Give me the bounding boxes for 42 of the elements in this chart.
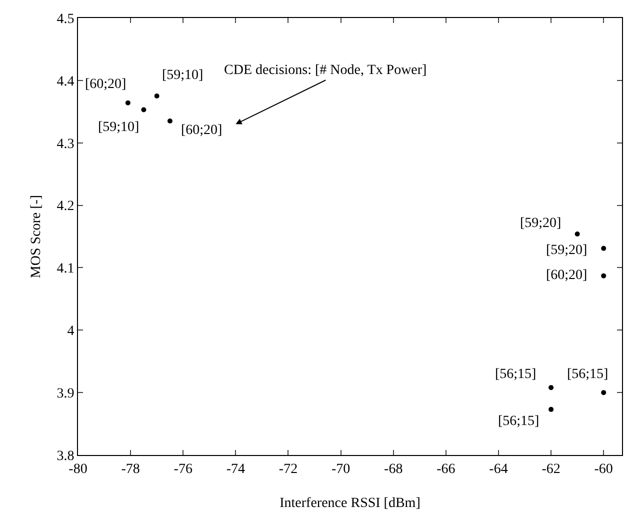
- annotation: [56;15]: [498, 414, 540, 429]
- annotation: [60;20]: [85, 77, 126, 92]
- point: [601, 246, 606, 251]
- x-tick-label: -68: [384, 462, 403, 477]
- y-tick-label: 4.5: [56, 12, 74, 27]
- y-tick-label: 4.2: [56, 199, 74, 214]
- y-tick-label: 4.3: [56, 136, 74, 152]
- point: [167, 118, 172, 124]
- x-tick-label: -80: [68, 462, 88, 477]
- x-axis-title: Interference RSSI [dBm]: [280, 496, 420, 511]
- point: [141, 107, 146, 112]
- y-tick-label: 3.8: [56, 448, 74, 464]
- annotation: CDE decisions: [# Node, Tx Power]: [224, 63, 427, 78]
- point: [125, 100, 130, 106]
- x-tick-label: -64: [489, 462, 508, 477]
- point: [601, 390, 606, 396]
- y-tick-label: 4.4: [56, 74, 74, 90]
- y-tick-label: 4.1: [56, 262, 74, 277]
- annotation: [59;20]: [546, 243, 588, 258]
- x-tick-label: -62: [542, 462, 560, 477]
- x-tick-label: -72: [278, 462, 298, 477]
- x-tick-label: -76: [174, 462, 192, 477]
- point: [548, 406, 554, 412]
- annotation: [60;20]: [181, 123, 222, 138]
- point: [601, 273, 606, 278]
- y-tick-label: 3.9: [56, 386, 74, 402]
- x-tick-label: -70: [331, 462, 350, 477]
- point: [548, 385, 554, 390]
- y-axis-title: MOS Score [-]: [29, 194, 44, 278]
- point: [154, 94, 160, 99]
- x-tick-label: -60: [594, 462, 613, 477]
- y-tick-label: 4: [67, 324, 74, 340]
- annotation: [56;15]: [495, 367, 536, 382]
- annotation: [59;10]: [162, 68, 204, 83]
- x-tick-label: -66: [436, 462, 456, 477]
- annotation: [59;10]: [98, 120, 140, 135]
- annotation: [56;15]: [567, 367, 608, 382]
- annotation: [60;20]: [546, 268, 588, 283]
- x-tick-label: -78: [121, 462, 140, 477]
- point: [574, 232, 580, 236]
- x-tick-label: -74: [226, 462, 246, 477]
- annotation: [59;20]: [520, 216, 562, 231]
